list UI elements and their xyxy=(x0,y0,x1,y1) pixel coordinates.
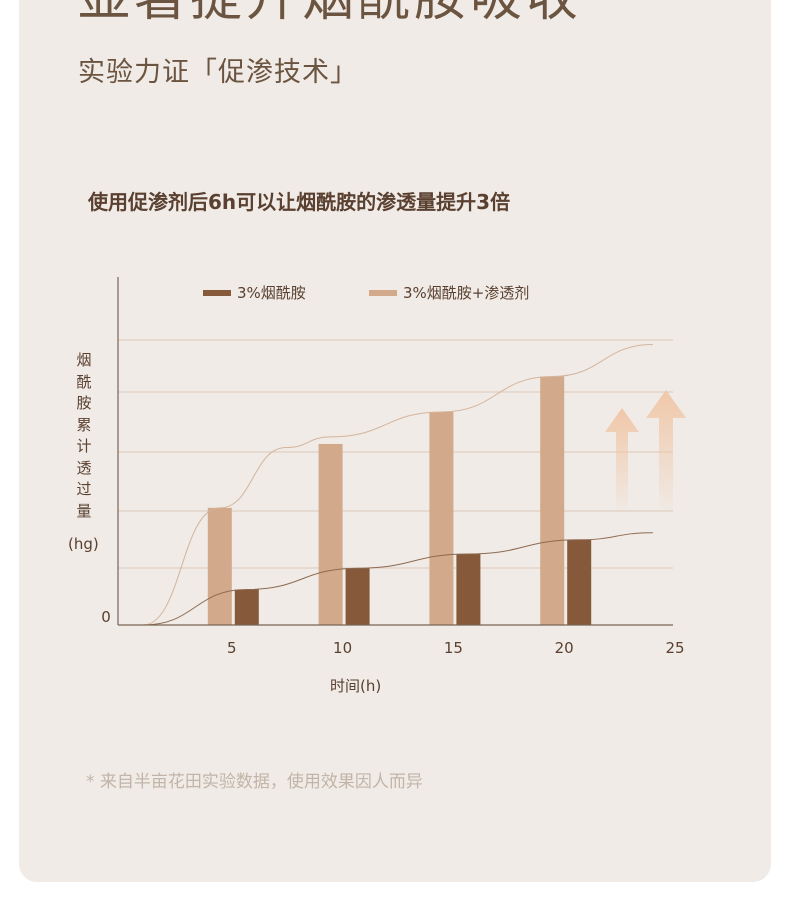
bar xyxy=(567,539,592,625)
legend: 3%烟酰胺 3%烟酰胺+渗透剂 xyxy=(203,284,529,302)
x-tick-label: 5 xyxy=(227,639,237,657)
x-tick-label: 20 xyxy=(555,639,574,657)
trend-line xyxy=(143,344,653,626)
y-axis-label: 烟酰胺累计透过量 xyxy=(76,351,92,520)
legend-swatch xyxy=(203,290,231,296)
bar-group xyxy=(207,376,592,625)
legend-label: 3%烟酰胺 xyxy=(237,284,306,302)
bar xyxy=(345,568,370,625)
bar xyxy=(540,376,565,625)
footnote: * 来自半亩花田实验数据，使用效果因人而异 xyxy=(86,772,423,792)
grid-lines xyxy=(118,339,673,569)
bar xyxy=(456,554,481,625)
x-axis-label: 时间(h) xyxy=(330,677,382,695)
trend-lines xyxy=(143,344,653,626)
bar xyxy=(234,589,259,625)
legend-label: 3%烟酰胺+渗透剂 xyxy=(403,284,529,302)
x-tick-label: 10 xyxy=(333,639,352,657)
y-tick-label: 0 xyxy=(101,608,111,626)
x-tick-label: 25 xyxy=(665,639,684,657)
chart-title: 使用促渗剂后6h可以让烟酰胺的渗透量提升3倍 xyxy=(88,190,511,214)
axes: 5 10 15 20 25 0 xyxy=(101,277,685,657)
legend-swatch xyxy=(369,290,397,296)
page-headline: 显著提升烟酰胺吸收 xyxy=(78,0,582,24)
x-tick-label: 15 xyxy=(444,639,463,657)
bar xyxy=(318,443,343,625)
content-card xyxy=(19,0,771,882)
up-arrow-icon xyxy=(646,390,686,515)
up-arrow-icon xyxy=(605,408,639,515)
page-subtitle: 实验力证「促渗技术」 xyxy=(78,57,358,88)
y-axis-unit: (hg) xyxy=(68,535,99,553)
bar xyxy=(429,412,454,625)
trend-line xyxy=(143,532,653,626)
growth-arrows xyxy=(605,390,686,515)
bar xyxy=(207,507,232,625)
